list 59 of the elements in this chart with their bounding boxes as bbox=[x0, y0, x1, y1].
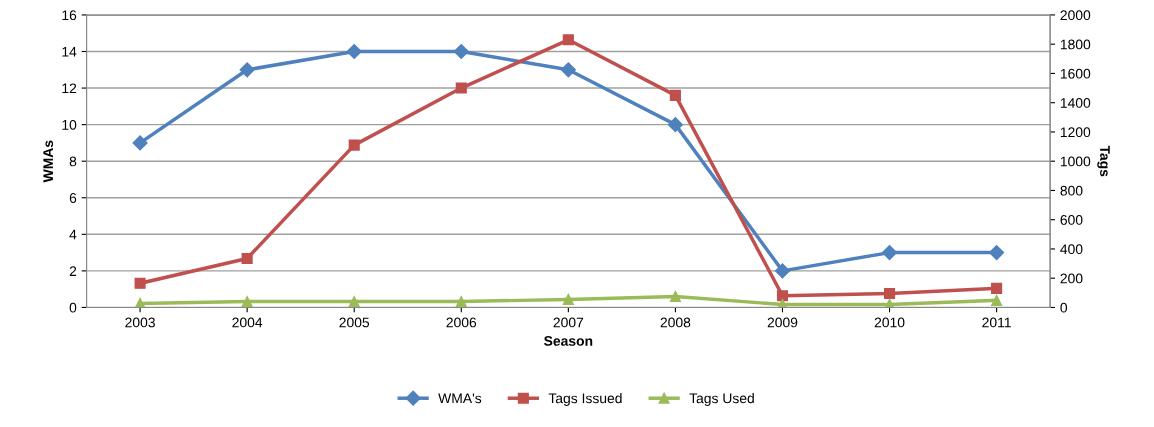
point bbox=[348, 139, 360, 151]
point bbox=[881, 245, 898, 261]
y2-tick-label: 1000 bbox=[1060, 156, 1091, 167]
x-axis-title: Season bbox=[544, 336, 593, 346]
x-tick-label: 2011 bbox=[982, 317, 1011, 328]
legend-label: Tags Used bbox=[689, 393, 754, 406]
point bbox=[346, 43, 362, 60]
point bbox=[991, 282, 1003, 294]
point bbox=[241, 296, 253, 308]
point bbox=[989, 245, 1005, 261]
y-axis-title: WMAs bbox=[43, 140, 54, 183]
point bbox=[991, 294, 1003, 306]
point bbox=[562, 34, 574, 46]
point bbox=[455, 296, 467, 308]
y-tick-label: 14 bbox=[62, 46, 77, 57]
point bbox=[669, 89, 681, 101]
point bbox=[455, 82, 467, 94]
y2-axis-title: Tags bbox=[1097, 145, 1110, 177]
point bbox=[241, 252, 253, 265]
x-tick-label: 2006 bbox=[446, 317, 477, 328]
y2-tick-label: 1400 bbox=[1060, 98, 1091, 108]
legend-label: Tags Issued bbox=[548, 393, 622, 406]
y-tick-label: 10 bbox=[62, 119, 77, 130]
point bbox=[560, 62, 576, 78]
y-tick-label: 8 bbox=[69, 156, 77, 167]
y2-tick-label: 600 bbox=[1060, 215, 1083, 225]
y2-tick-label: 1200 bbox=[1060, 127, 1091, 138]
point bbox=[348, 296, 360, 308]
y2-tick-label: 1800 bbox=[1060, 39, 1091, 50]
x-tick-label: 2004 bbox=[232, 317, 263, 328]
y2-tick-label: 1600 bbox=[1060, 68, 1091, 79]
x-tick-label: 2003 bbox=[125, 317, 155, 328]
x-tick-label: 2010 bbox=[874, 317, 905, 328]
y-tick-label: 0 bbox=[69, 302, 77, 313]
point bbox=[776, 290, 789, 302]
point bbox=[562, 293, 574, 305]
y2-tick-label: 200 bbox=[1060, 273, 1083, 284]
y-tick-label: 16 bbox=[62, 10, 77, 21]
y-tick-label: 6 bbox=[69, 193, 77, 203]
point bbox=[132, 135, 148, 151]
x-tick-label: 2007 bbox=[553, 317, 584, 328]
y2-tick-label: 400 bbox=[1060, 244, 1083, 255]
x-tick-label: 2009 bbox=[767, 317, 798, 328]
x-tick-label: 2008 bbox=[660, 317, 691, 328]
point bbox=[453, 43, 469, 60]
y-tick-label: 4 bbox=[69, 229, 77, 240]
point bbox=[667, 117, 683, 133]
point bbox=[239, 62, 255, 78]
x-tick-label: 2005 bbox=[339, 317, 370, 328]
y2-tick-label: 800 bbox=[1060, 185, 1083, 196]
y-tick-label: 12 bbox=[62, 83, 77, 94]
point bbox=[669, 290, 681, 303]
point bbox=[883, 287, 896, 300]
legend-label: WMA's bbox=[438, 393, 482, 404]
y2-tick-label: 2000 bbox=[1060, 10, 1091, 21]
point bbox=[134, 277, 146, 289]
point bbox=[774, 263, 791, 279]
y2-tick-label: 0 bbox=[1060, 302, 1068, 313]
y-tick-label: 2 bbox=[69, 266, 77, 276]
